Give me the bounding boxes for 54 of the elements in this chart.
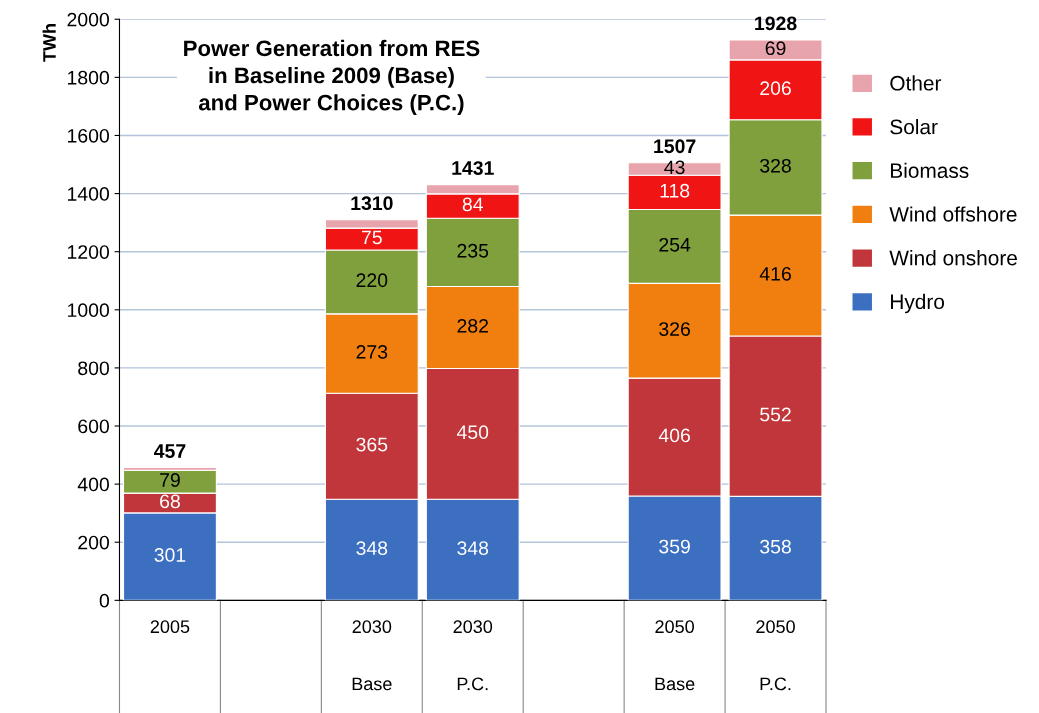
- data-label: 326: [659, 322, 690, 336]
- data-label: 552: [760, 407, 791, 422]
- data-label: 416: [759, 266, 791, 281]
- y-tick-label: 0: [99, 593, 109, 608]
- category-label: 2050 P.C.: [756, 620, 795, 691]
- data-label: 282: [457, 318, 488, 333]
- y-tick-label: 1600: [67, 128, 110, 143]
- y-tick-label: 400: [77, 477, 110, 492]
- legend-label: Other: [890, 75, 942, 91]
- y-tick-label: 1800: [67, 70, 110, 85]
- total-label: 1507: [654, 139, 696, 154]
- data-label: 254: [659, 237, 691, 252]
- data-label: 220: [356, 273, 388, 288]
- y-tick-label: 1400: [67, 187, 110, 201]
- data-label: 235: [457, 243, 489, 258]
- legend-label: Solar: [890, 119, 938, 135]
- data-label: 406: [658, 428, 690, 443]
- data-label: 273: [356, 344, 388, 359]
- data-label: 450: [456, 425, 489, 440]
- data-label: 206: [760, 81, 791, 96]
- data-label: 68: [160, 494, 180, 509]
- data-label: 359: [659, 539, 690, 554]
- data-label: 84: [462, 197, 483, 212]
- y-tick-label: 800: [78, 361, 110, 376]
- y-tick-label: 200: [78, 535, 110, 550]
- category-label: 2030 Base: [352, 620, 392, 691]
- category-label: 2050 Base: [655, 620, 695, 691]
- y-tick-label: 1000: [67, 303, 110, 318]
- data-label: 365: [356, 437, 388, 452]
- data-label: 348: [457, 541, 489, 556]
- data-label: 301: [154, 548, 186, 562]
- y-tick-label: 2000: [67, 12, 110, 27]
- data-label: 328: [760, 158, 791, 173]
- total-label: 457: [154, 444, 186, 458]
- data-label: 75: [362, 230, 382, 245]
- legend-label: Wind onshore: [889, 250, 1017, 266]
- total-label: 1310: [351, 196, 393, 211]
- legend-label: Hydro: [891, 293, 945, 314]
- data-label: 358: [760, 539, 791, 554]
- data-label: 79: [160, 473, 180, 487]
- text: Power Generation from RES in Baseline 2009 (Base) and Power Choices (P.C.): [184, 39, 480, 115]
- total-label: 1928: [755, 16, 797, 31]
- data-label: 348: [356, 541, 388, 556]
- data-label: 69: [765, 41, 786, 56]
- y-axis-title: TWh: [42, 24, 56, 62]
- legend-label: Wind offshore: [889, 206, 1017, 222]
- y-tick-label: 600: [78, 419, 110, 434]
- data-label: 118: [660, 183, 690, 198]
- category-label: 2030 P.C.: [453, 620, 493, 691]
- total-label: 1431: [452, 161, 494, 175]
- x-tick-label: 2005: [150, 620, 190, 634]
- y-tick-label: 1200: [67, 245, 110, 259]
- legend-label: Biomass: [891, 162, 969, 178]
- data-label: 43: [664, 160, 685, 175]
